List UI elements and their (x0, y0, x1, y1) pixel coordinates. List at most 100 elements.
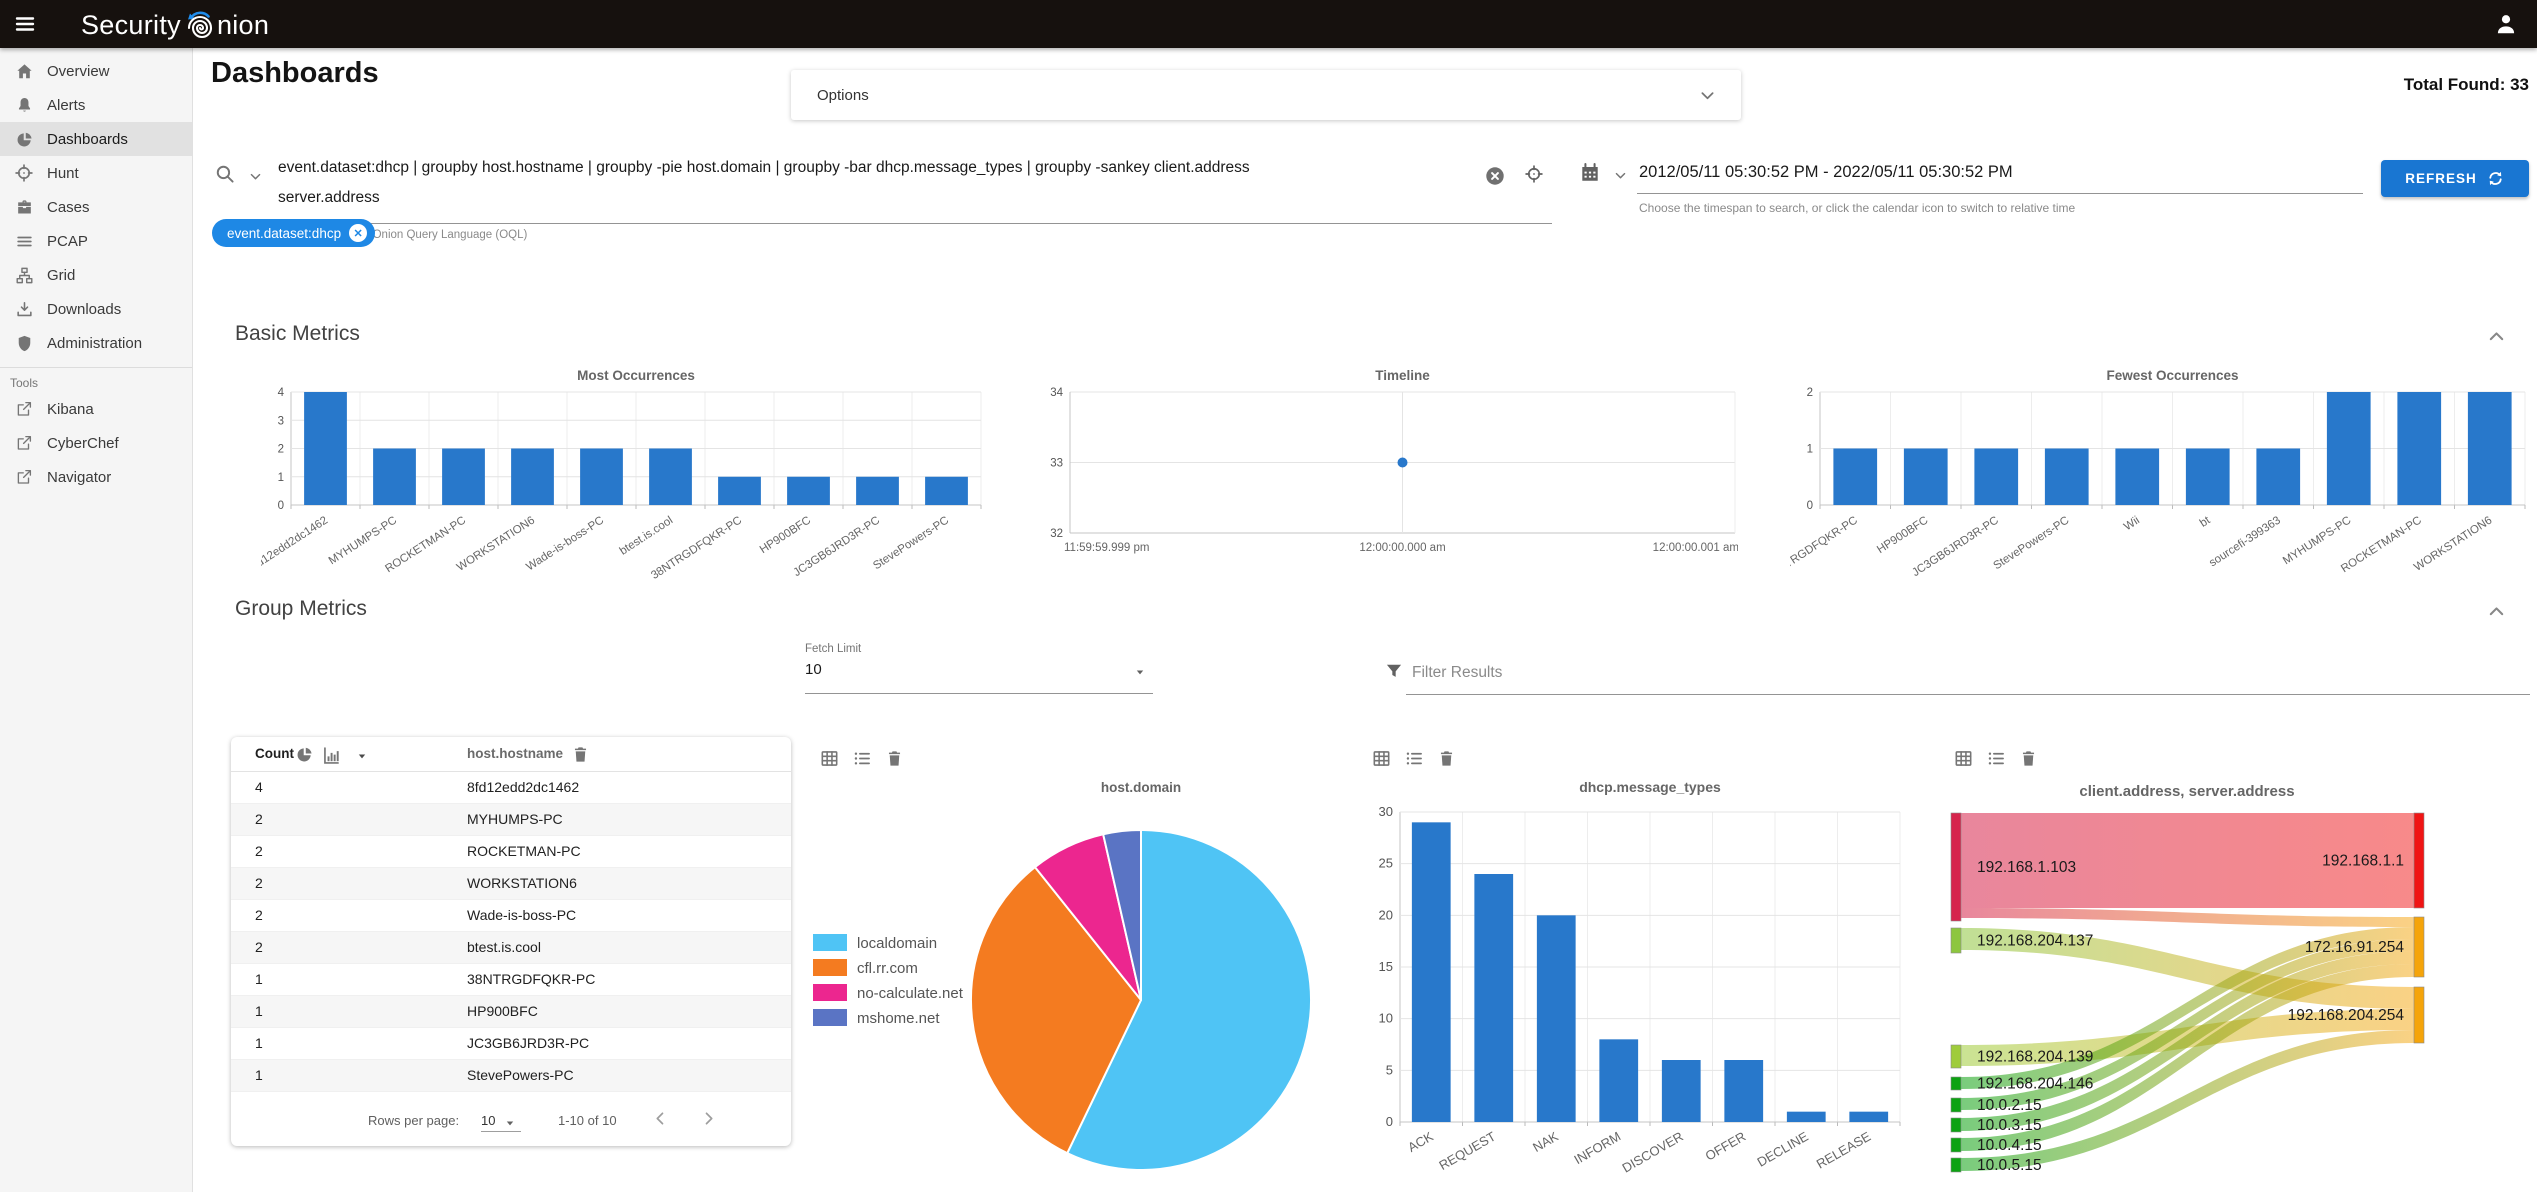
svg-text:0: 0 (1807, 500, 1813, 512)
clear-query-icon[interactable] (1484, 165, 1506, 187)
sidebar-item-dashboards[interactable]: Dashboards (0, 122, 192, 156)
count-cell: 2 (255, 811, 263, 827)
query-input-line1[interactable]: event.dataset:dhcp | groupby host.hostna… (278, 159, 1250, 176)
table-row[interactable]: 4 8fd12edd2dc1462 (231, 772, 791, 804)
crosshair-icon[interactable] (1524, 164, 1544, 184)
sidebar-item-cases[interactable]: Cases (0, 190, 192, 224)
table-row[interactable]: 1 HP900BFC (231, 996, 791, 1028)
table-row[interactable]: 2 WORKSTATION6 (231, 868, 791, 900)
svg-text:DISCOVER: DISCOVER (1619, 1129, 1685, 1176)
table-row[interactable]: 2 ROCKETMAN-PC (231, 836, 791, 868)
hamburger-icon[interactable] (13, 12, 37, 36)
svg-text:NAK: NAK (1530, 1128, 1561, 1155)
svg-text:2: 2 (1807, 387, 1813, 399)
table-row[interactable]: 2 Wade-is-boss-PC (231, 900, 791, 932)
count-cell: 1 (255, 1067, 263, 1083)
rows-per-page-select[interactable]: 10 (481, 1113, 522, 1132)
shield-icon (14, 334, 34, 353)
svg-text:StevePowers-PC: StevePowers-PC (871, 514, 951, 572)
trash-icon[interactable] (571, 745, 590, 764)
svg-text:bt: bt (2198, 514, 2213, 530)
group-metrics-cards: Count host.hostname 4 8fd12edd2dc1462 2 MYH… (231, 737, 2537, 1197)
chip-close-icon[interactable]: ✕ (349, 224, 368, 242)
svg-text:Fewest Occurrences: Fewest Occurrences (2106, 368, 2238, 383)
table-row[interactable]: 2 btest.is.cool (231, 932, 791, 964)
chevron-left-icon[interactable] (651, 1109, 670, 1128)
svg-text:Wii: Wii (2122, 514, 2142, 533)
person-icon[interactable] (2493, 11, 2519, 37)
svg-text:INFORM: INFORM (1571, 1129, 1623, 1168)
caret-down-icon[interactable] (355, 749, 369, 763)
svg-text:20: 20 (1379, 907, 1393, 922)
brand-text-right: nion (216, 9, 270, 40)
refresh-button[interactable]: REFRESH (2381, 160, 2529, 197)
most-occurrences-chart: Most Occurrences 0 1 2 3 4 8fd12edd2dc1462 MYHU… (246, 366, 986, 586)
timespan-input[interactable]: 2012/05/11 05:30:52 PM - 2022/05/11 05:3… (1639, 163, 2013, 181)
table-row[interactable]: 1 StevePowers-PC (231, 1060, 791, 1092)
svg-text:cfl.rr.com: cfl.rr.com (857, 960, 918, 977)
sidebar-item-kibana[interactable]: Kibana (0, 392, 192, 426)
table-row[interactable]: 1 JC3GB6JRD3R-PC (231, 1028, 791, 1060)
pie-chart-icon[interactable] (295, 745, 314, 764)
sidebar-item-downloads[interactable]: Downloads (0, 292, 192, 326)
svg-text:38NTRGDFQKR-PC: 38NTRGDFQKR-PC (1790, 514, 1860, 581)
list-icon[interactable] (1986, 748, 2007, 769)
sidebar-item-grid[interactable]: Grid (0, 258, 192, 292)
query-input-line2[interactable]: server.address (278, 189, 380, 206)
magnifier-icon[interactable] (214, 163, 236, 185)
svg-text:0: 0 (1386, 1114, 1393, 1129)
trash-icon[interactable] (1437, 749, 1456, 768)
sidebar-item-navigator[interactable]: Navigator (0, 460, 192, 494)
sidebar-item-pcap[interactable]: PCAP (0, 224, 192, 258)
trash-icon[interactable] (2019, 749, 2038, 768)
svg-text:1: 1 (1807, 444, 1813, 456)
table-footer: Rows per page: 10 1-10 of 10 (231, 1094, 791, 1146)
sidebar-item-overview[interactable]: Overview (0, 54, 192, 88)
fetch-limit-select[interactable]: Fetch Limit 10 (805, 638, 1153, 698)
table-icon[interactable] (1953, 748, 1974, 769)
basic-metrics-title: Basic Metrics (235, 322, 360, 345)
hostname-cell: JC3GB6JRD3R-PC (467, 1035, 590, 1051)
table-icon[interactable] (1371, 748, 1392, 769)
basic-metrics-collapse-icon[interactable] (2486, 326, 2507, 347)
timespan-chevron-icon[interactable] (1613, 168, 1628, 183)
sidebar-item-alerts[interactable]: Alerts (0, 88, 192, 122)
hostname-cell: 8fd12edd2dc1462 (467, 779, 580, 795)
trash-icon[interactable] (885, 749, 904, 768)
svg-text:HP900BFC: HP900BFC (758, 514, 813, 556)
svg-text:10.0.5.15: 10.0.5.15 (1977, 1157, 2042, 1174)
table-icon[interactable] (819, 748, 840, 769)
sidebar-item-label: Dashboards (47, 130, 128, 148)
client-server-sankey-chart: client.address, server.address 192.168.1.… (1937, 772, 2537, 1197)
bar-chart-icon[interactable] (321, 745, 342, 766)
hostname-column-header[interactable]: host.hostname (467, 746, 564, 761)
table-row[interactable]: 1 38NTRGDFQKR-PC (231, 964, 791, 996)
chevron-right-icon[interactable] (699, 1109, 718, 1128)
count-column-header[interactable]: Count (255, 746, 294, 761)
filter-chip[interactable]: event.dataset:dhcp ✕ (212, 219, 376, 247)
list-icon[interactable] (1404, 748, 1425, 769)
query-history-chevron-icon[interactable] (248, 169, 263, 184)
svg-text:Timeline: Timeline (1375, 368, 1430, 383)
rows-per-page-label: Rows per page: (368, 1113, 460, 1128)
options-dropdown[interactable]: Options (791, 70, 1741, 120)
svg-text:172.16.91.254: 172.16.91.254 (2305, 939, 2405, 956)
svg-text:192.168.204.137: 192.168.204.137 (1977, 933, 2093, 950)
download-icon (14, 300, 34, 319)
sidebar-item-label: Cases (47, 198, 90, 216)
calendar-icon[interactable] (1579, 162, 1601, 184)
sidebar-item-label: Grid (47, 266, 76, 284)
sidebar-item-administration[interactable]: Administration (0, 326, 192, 360)
group-metrics-collapse-icon[interactable] (2486, 601, 2507, 622)
pie-icon (14, 130, 34, 149)
table-row[interactable]: 2 MYHUMPS-PC (231, 804, 791, 836)
svg-text:2: 2 (278, 444, 284, 456)
filter-results-input[interactable]: Filter Results (1412, 664, 1503, 681)
sidebar-item-cyberchef[interactable]: CyberChef (0, 426, 192, 460)
client-server-sankey-card: client.address, server.address 192.168.1.… (1937, 737, 2537, 1197)
sidebar-item-hunt[interactable]: Hunt (0, 156, 192, 190)
svg-text:4: 4 (278, 387, 285, 399)
brand-logo[interactable]: Security nion (81, 8, 269, 41)
svg-text:ACK: ACK (1405, 1128, 1436, 1155)
list-icon[interactable] (852, 748, 873, 769)
